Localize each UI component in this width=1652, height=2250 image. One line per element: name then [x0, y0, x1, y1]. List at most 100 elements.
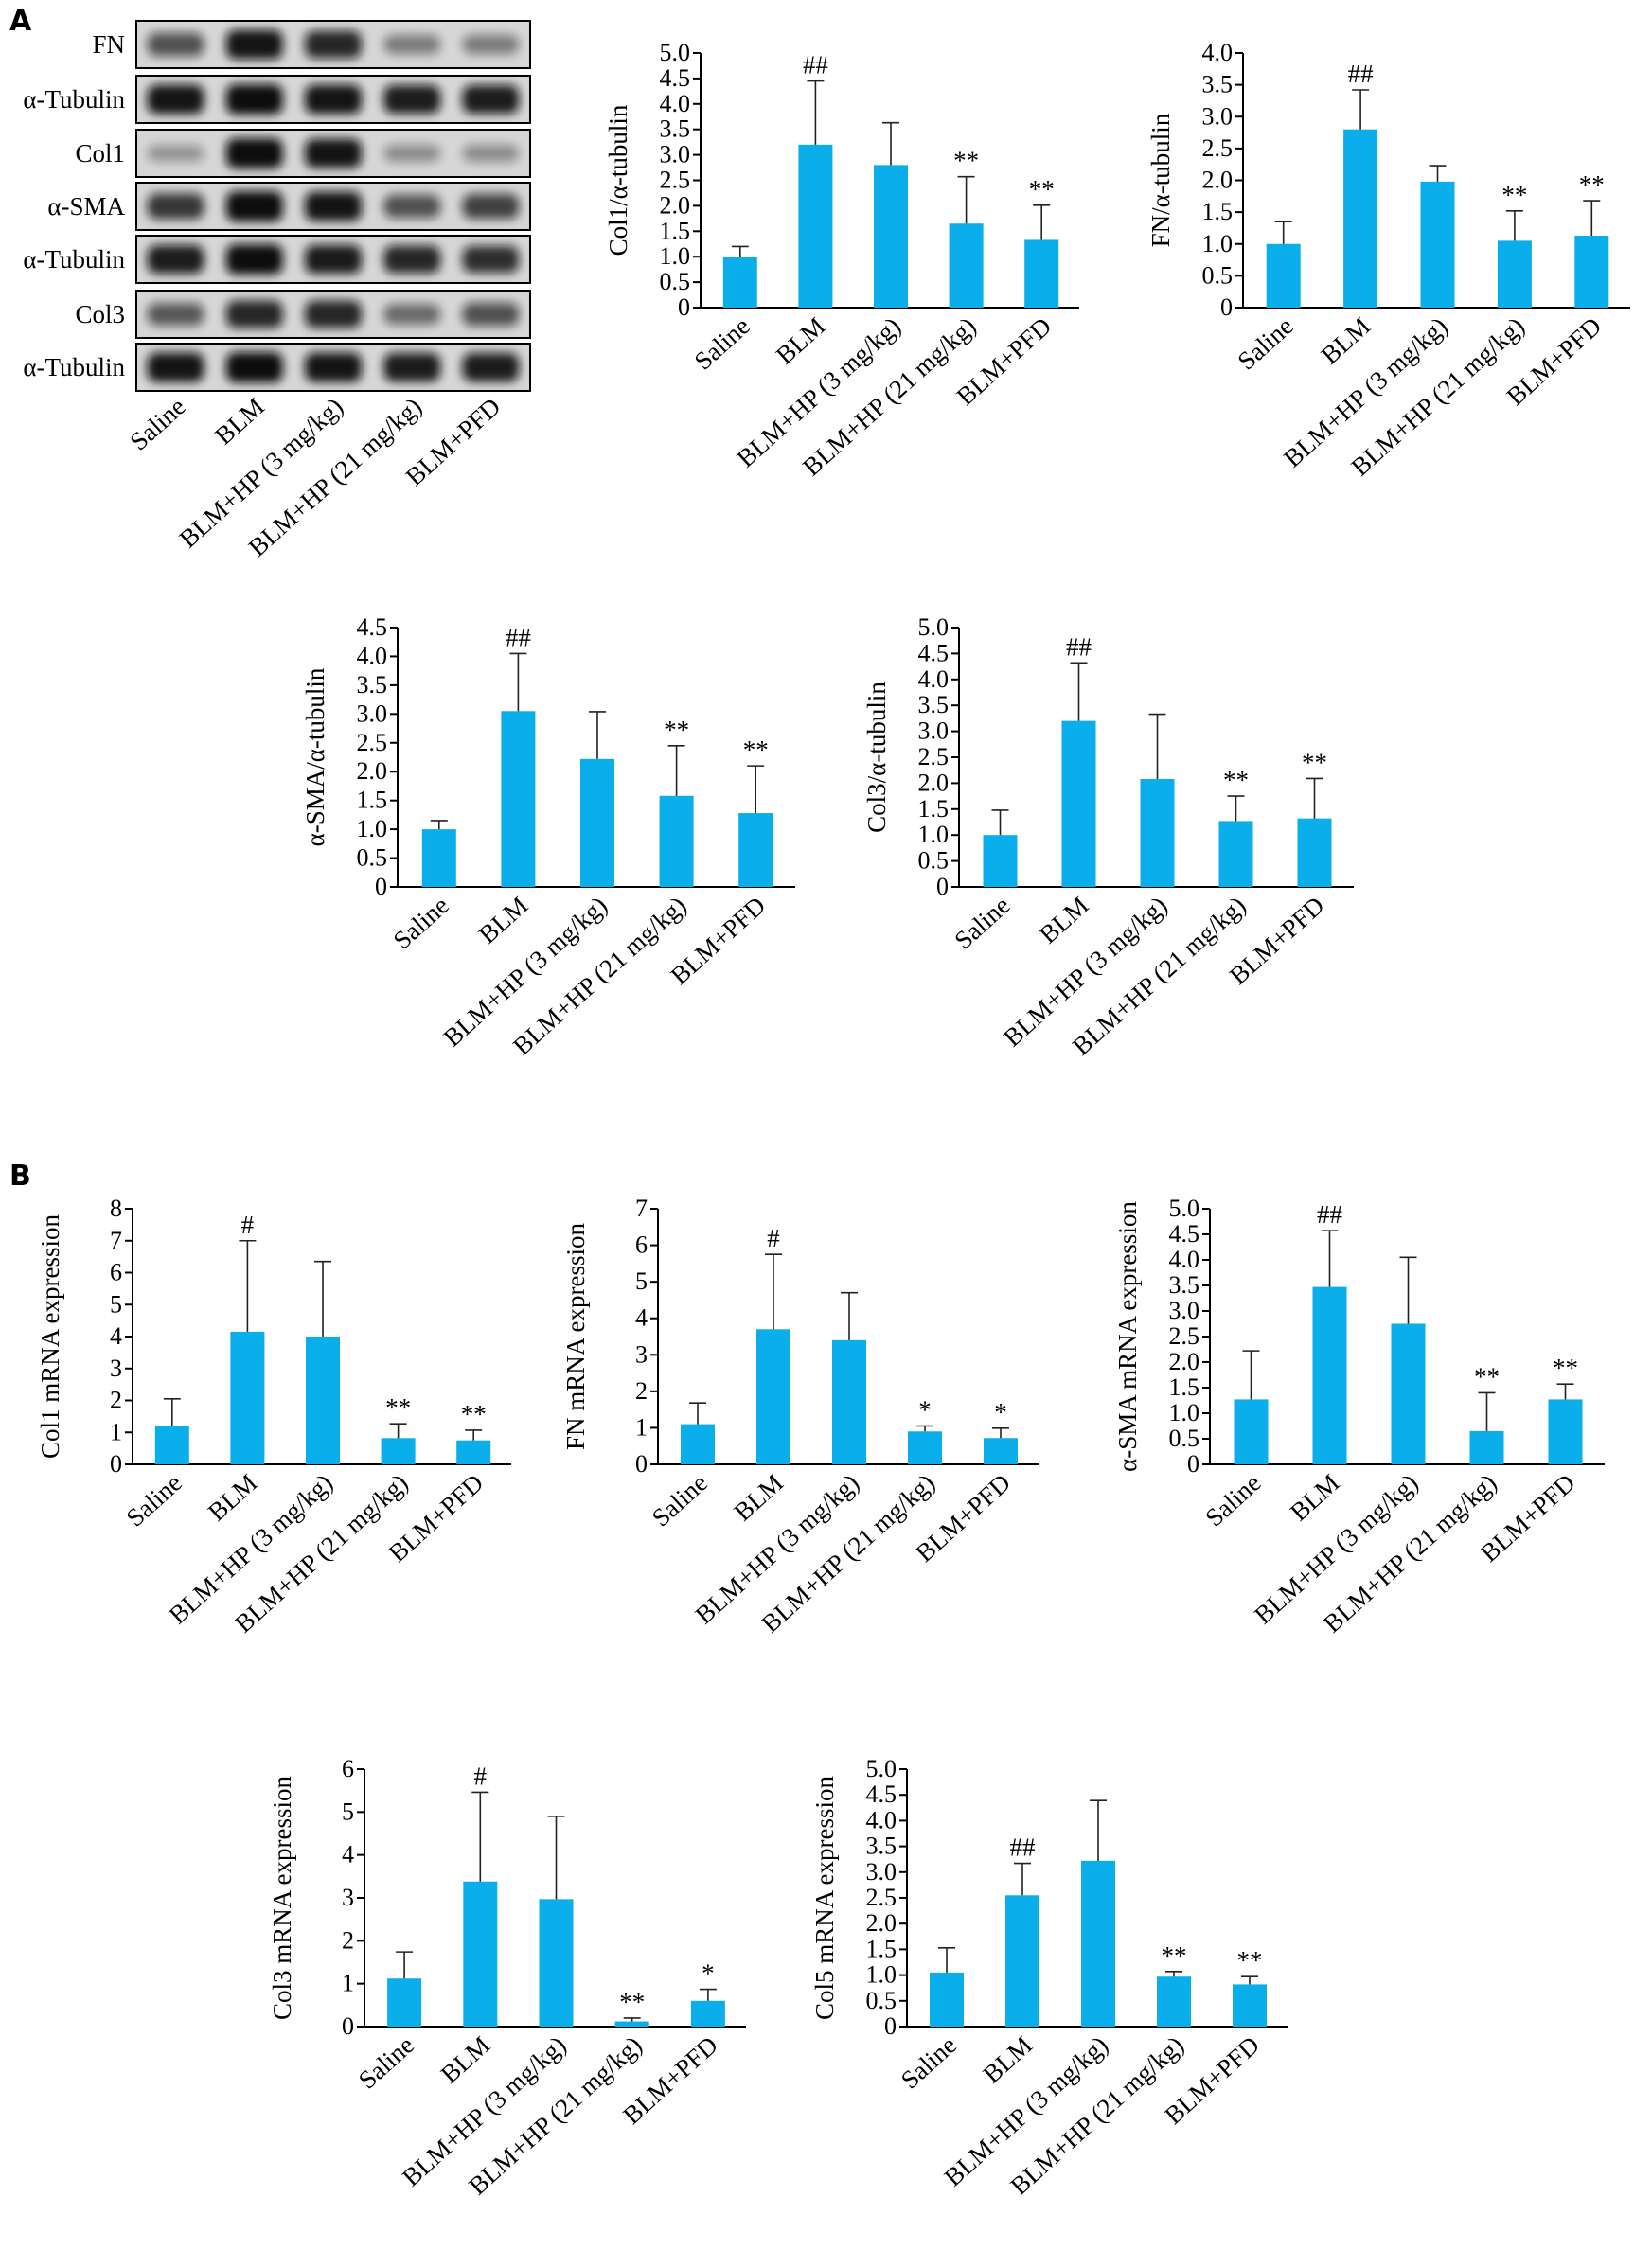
y-tick-label: 1.0 — [357, 815, 388, 842]
y-tick-label: 1.5 — [660, 217, 691, 244]
y-tick-label: 1.5 — [1202, 198, 1234, 225]
y-tick-label: 7 — [110, 1227, 122, 1254]
blot-band — [225, 84, 283, 115]
bar — [463, 1881, 498, 2027]
y-tick-label: 0.5 — [660, 268, 691, 295]
blot-band — [305, 191, 362, 221]
y-tick-label: 0 — [1220, 293, 1233, 321]
y-tick-label: 0.5 — [1202, 261, 1234, 289]
bar — [874, 165, 908, 308]
bar — [580, 758, 614, 887]
bar — [984, 1438, 1018, 1464]
bar — [1024, 239, 1059, 308]
y-tick-label: 2.5 — [1169, 1322, 1200, 1350]
y-tick-label: 3.5 — [918, 691, 950, 718]
blot-band — [383, 84, 441, 115]
x-tick-label: BLM — [977, 2030, 1038, 2088]
x-tick-label: BLM — [1034, 891, 1094, 948]
y-tick-label: 1.5 — [918, 795, 950, 823]
y-tick-label: 4.0 — [1202, 39, 1234, 66]
bar-chart-2: 0 0.5 1.0 1.5 2.0 2.5 3.0 3.5 4.0 FN/α-tubulin Sal… — [1146, 39, 1630, 482]
bar — [1469, 1430, 1504, 1464]
x-tick-label: Saline — [647, 1468, 713, 1532]
bar — [798, 144, 833, 308]
y-tick-label: 2.0 — [918, 769, 950, 796]
blot-band — [462, 352, 520, 382]
significance-label: ** — [664, 716, 689, 744]
bar — [949, 223, 984, 308]
x-tick-label: BLM — [473, 891, 534, 948]
y-axis-label: FN mRNA expression — [561, 1223, 590, 1451]
y-tick-label: 6 — [110, 1259, 122, 1286]
y-tick-label: 5 — [635, 1267, 648, 1295]
y-tick-label: 1.0 — [1202, 230, 1234, 257]
blot-row-label: α-Tubulin — [23, 353, 125, 381]
y-tick-label: 3.0 — [1202, 102, 1234, 130]
blot-row-label: α-SMA — [47, 192, 125, 221]
y-tick-label: 5.0 — [660, 39, 691, 66]
blot-band — [305, 352, 362, 382]
significance-label: ** — [1501, 181, 1527, 209]
bar — [1157, 1976, 1191, 2027]
blot-band — [225, 244, 283, 275]
x-tick-label: BLM — [771, 311, 831, 369]
y-tick-label: 4.0 — [357, 642, 388, 669]
y-tick-label: 4 — [110, 1322, 122, 1350]
bar — [614, 2021, 649, 2027]
significance-label: * — [994, 1398, 1007, 1426]
y-tick-label: 3.0 — [660, 141, 691, 168]
bar — [1218, 821, 1253, 887]
blot-band — [462, 302, 520, 327]
blot-row-label: α-Tubulin — [23, 85, 125, 114]
y-tick-label: 1.5 — [357, 787, 388, 814]
y-tick-label: 2.5 — [1202, 134, 1234, 162]
bar-chart-1: 00.51.01.52.02.53.03.54.04.55.0 Col1/α-tu… — [604, 39, 1079, 482]
x-tick-label: Saline — [353, 2030, 419, 2094]
x-tick-label: BLM — [728, 1468, 789, 1526]
y-tick-label: 0 — [936, 873, 949, 900]
bar — [421, 829, 456, 887]
y-tick-label: 4.5 — [660, 64, 691, 92]
y-tick-label: 3 — [342, 1884, 354, 1911]
y-tick-label: 1.5 — [1169, 1373, 1200, 1401]
y-tick-label: 2.5 — [918, 743, 950, 771]
blot-band — [462, 193, 520, 220]
panel-label-a: A — [9, 5, 32, 38]
western-blot: FN α-Tubulin Col1 α-SMA α-Tubulin Col3 α-Tubul… — [23, 20, 531, 562]
y-tick-label: 1 — [635, 1413, 648, 1441]
y-tick-label: 3 — [635, 1340, 648, 1368]
y-tick-label: 5.0 — [866, 1755, 897, 1782]
bar — [983, 835, 1018, 887]
blot-band — [383, 144, 441, 163]
significance-label: ** — [743, 735, 769, 764]
y-tick-label: 1.0 — [866, 1961, 897, 1989]
bar — [659, 795, 694, 887]
blot-row-label: Col1 — [75, 139, 125, 168]
y-axis-label: Col3 mRNA expression — [268, 1776, 296, 2021]
y-tick-label: 0.5 — [866, 1987, 897, 2014]
blot-band — [225, 29, 283, 60]
y-tick-label: 4.0 — [866, 1806, 897, 1834]
bar — [456, 1440, 491, 1464]
blot-band — [147, 84, 204, 115]
blot-lane-label: Saline — [124, 392, 190, 455]
x-tick-label: Saline — [689, 311, 755, 375]
y-tick-label: 3.0 — [918, 718, 950, 745]
bar — [722, 257, 757, 308]
x-tick-label: Saline — [1232, 311, 1298, 375]
y-tick-label: 2.0 — [866, 1909, 897, 1937]
y-tick-label: 4.5 — [866, 1781, 897, 1808]
y-tick-label: 0 — [678, 293, 690, 321]
bar — [756, 1329, 790, 1464]
y-tick-label: 0 — [635, 1450, 648, 1478]
blot-band — [383, 352, 441, 382]
y-axis-label: α-SMA mRNA expression — [1113, 1201, 1142, 1472]
y-tick-label: 2.5 — [357, 729, 388, 756]
blot-band — [383, 194, 441, 219]
x-tick-label: BLM — [1285, 1468, 1345, 1526]
y-axis-label: Col5 mRNA expression — [810, 1776, 839, 2021]
y-tick-label: 0.5 — [357, 844, 388, 872]
